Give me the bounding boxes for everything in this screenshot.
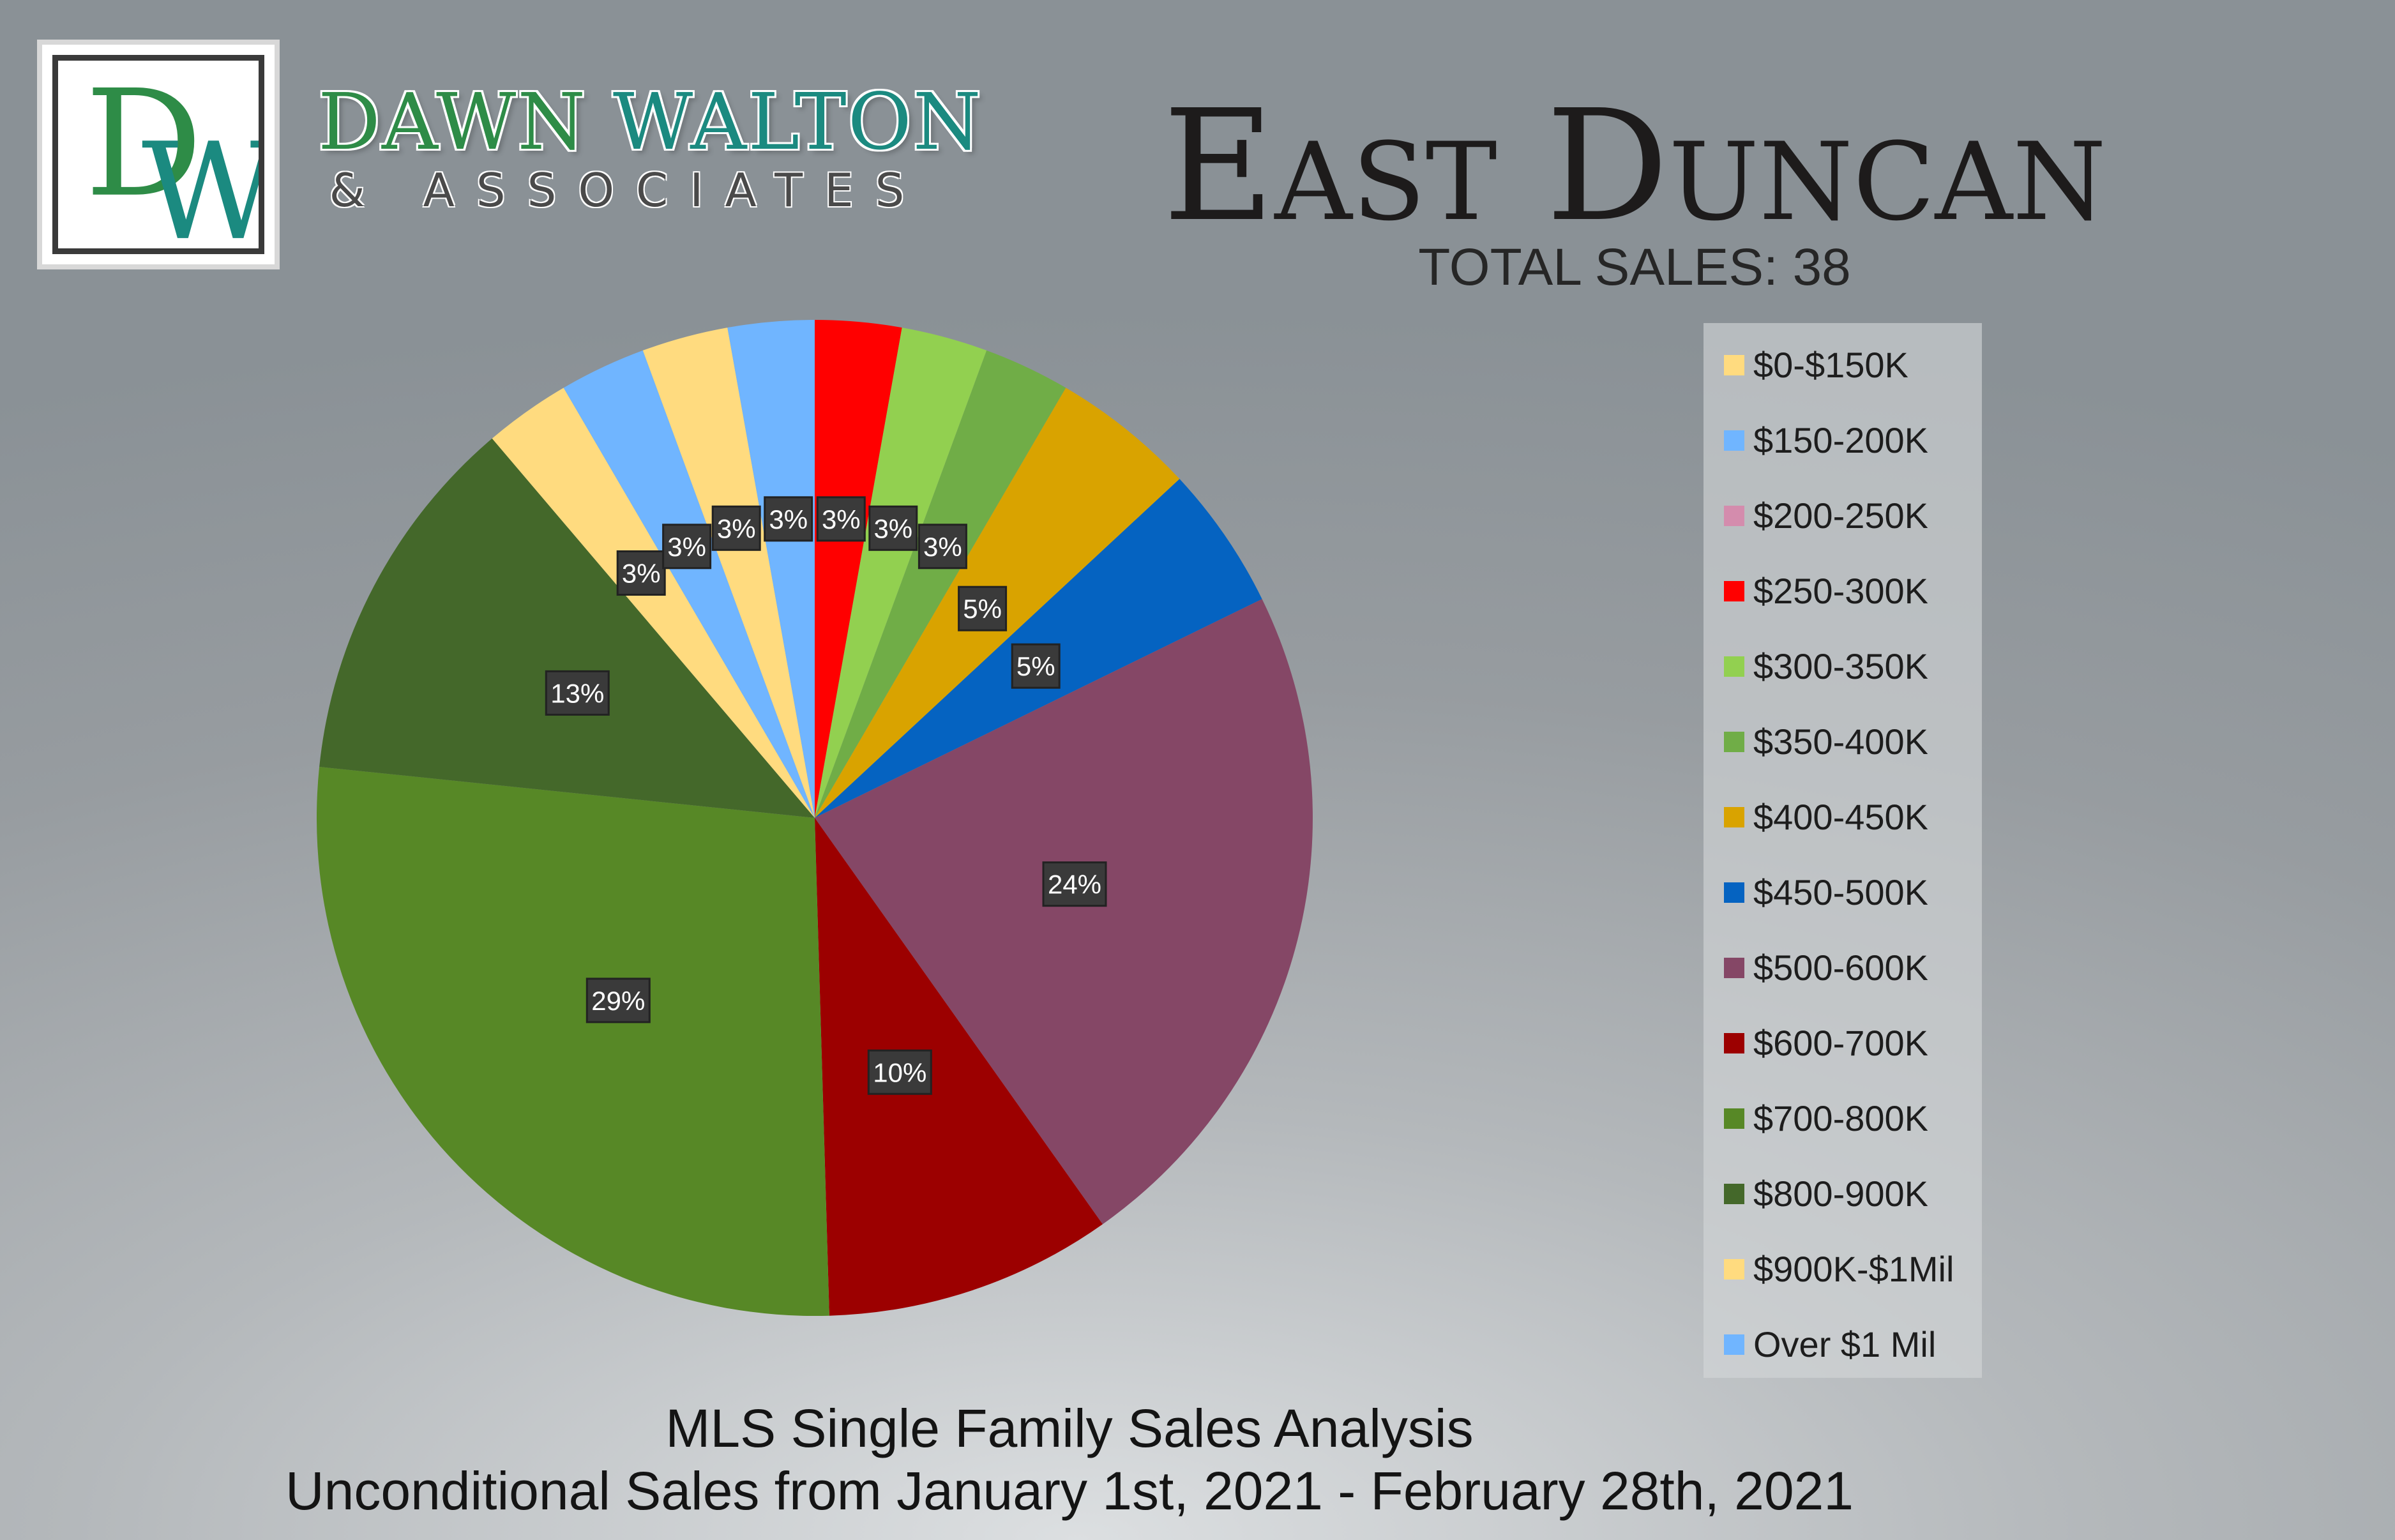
svg-text:3%: 3% [873,513,912,543]
legend-label: $800-900K [1753,1174,1929,1214]
legend-swatch [1724,958,1744,978]
legend-swatch [1724,1108,1744,1129]
pie-data-label: 3% [918,524,967,570]
legend-item: $450-500K [1724,867,1928,918]
svg-text:3%: 3% [717,513,756,543]
svg-text:3%: 3% [622,559,661,589]
legend-swatch [1724,355,1744,375]
pie-data-label: 3% [616,550,666,596]
legend-item: $700-800K [1724,1093,1928,1144]
legend-item: $600-700K [1724,1018,1928,1069]
legend-label: $500-600K [1753,947,1929,988]
legend-item: Over $1 Mil [1724,1319,1936,1370]
legend-swatch [1724,1259,1744,1280]
pie-data-label: 3% [868,505,918,551]
legend-swatch [1724,1033,1744,1053]
brand-tagline: & ASSOCIATES [329,163,926,217]
svg-text:29%: 29% [591,986,645,1016]
legend-label: $200-250K [1753,495,1929,536]
legend-swatch [1724,732,1744,752]
brand-name-last: WALTON [612,77,983,167]
svg-text:5%: 5% [963,594,1002,624]
pie-slice-0-150k [642,328,815,818]
pie-data-label: 24% [1042,861,1107,907]
brand-name: DAWN WALTON [318,83,981,161]
legend-item: $350-400K [1724,716,1928,767]
pie-slice-800-900k [319,438,815,818]
pie-slice-600-700k [815,818,1103,1316]
footer-line-1: MLS Single Family Sales Analysis [665,1398,1474,1458]
chart-title: East Duncan [1163,77,2106,255]
legend-item: $150-200K [1724,415,1928,466]
legend-label: $600-700K [1753,1023,1929,1063]
legend-label: $300-350K [1753,646,1929,686]
pie-data-label: 5% [958,585,1008,631]
legend-item: $250-300K [1724,566,1928,617]
pie-data-label: 3% [711,505,761,551]
svg-text:24%: 24% [1048,870,1101,900]
pie-data-label: 29% [586,978,651,1023]
legend-item: $500-600K [1724,942,1928,993]
legend-swatch [1724,1334,1744,1355]
legend-swatch [1724,807,1744,827]
legend-swatch [1724,1184,1744,1204]
legend-swatch [1724,581,1744,601]
chart-legend: $0-$150K $150-200K $200-250K $250-300K $300-… [1704,323,1982,1378]
legend-label: $350-400K [1753,721,1929,762]
svg-text:3%: 3% [822,504,861,534]
legend-label: $450-500K [1753,872,1929,912]
svg-text:13%: 13% [550,678,604,708]
pie-slice-500-600k [815,599,1313,1225]
pie-data-label: 13% [545,670,610,716]
pie-data-label: 3% [816,496,866,542]
legend-label: $250-300K [1753,571,1929,611]
pie-slice-250-300k [815,320,902,818]
legend-label: $150-200K [1753,420,1929,460]
legend-label: $0-$150K [1753,345,1908,385]
svg-text:W: W [142,115,259,248]
pie-data-label: 5% [1011,643,1061,689]
svg-text:10%: 10% [873,1057,926,1087]
pie-slice-150-200k [727,320,815,818]
legend-swatch [1724,430,1744,451]
legend-swatch [1724,656,1744,677]
legend-item: $200-250K [1724,490,1928,541]
legend-label: $400-450K [1753,797,1929,837]
svg-text:5%: 5% [1016,651,1055,681]
legend-swatch [1724,882,1744,903]
footer-line-2: Unconditional Sales from January 1st, 20… [285,1461,1854,1521]
svg-text:3%: 3% [667,532,706,562]
pie-slice-350-400k [815,350,1066,818]
svg-text:D: D [85,61,203,230]
logo-monogram-frame: D W [52,55,264,254]
pie-data-label: 10% [867,1049,932,1095]
dw-monogram-icon: D W [85,61,259,248]
legend-item: $400-450K [1724,792,1928,843]
pie-slice-900k-1mil [492,388,815,818]
svg-text:3%: 3% [923,532,962,562]
legend-label: $700-800K [1753,1098,1929,1138]
legend-label: Over $1 Mil [1753,1324,1937,1364]
logo: D W [37,40,280,269]
brand-name-first: DAWN [318,77,613,167]
svg-text:3%: 3% [769,504,808,534]
pie-data-label: 3% [764,496,813,542]
legend-item: $0-$150K [1724,340,1908,391]
pie-slice-700-800k [316,767,829,1317]
legend-item: $300-350K [1724,641,1928,692]
pie-data-label: 3% [662,524,712,570]
pie-slice-over-1-mil [563,350,815,818]
total-sales-subtitle: TOTAL SALES: 38 [1418,238,1851,296]
legend-item: $900K-$1Mil [1724,1244,1954,1295]
legend-label: $900K-$1Mil [1753,1249,1954,1289]
pie-slice-300-350k [815,328,987,818]
legend-item: $800-900K [1724,1168,1928,1219]
legend-swatch [1724,506,1744,526]
